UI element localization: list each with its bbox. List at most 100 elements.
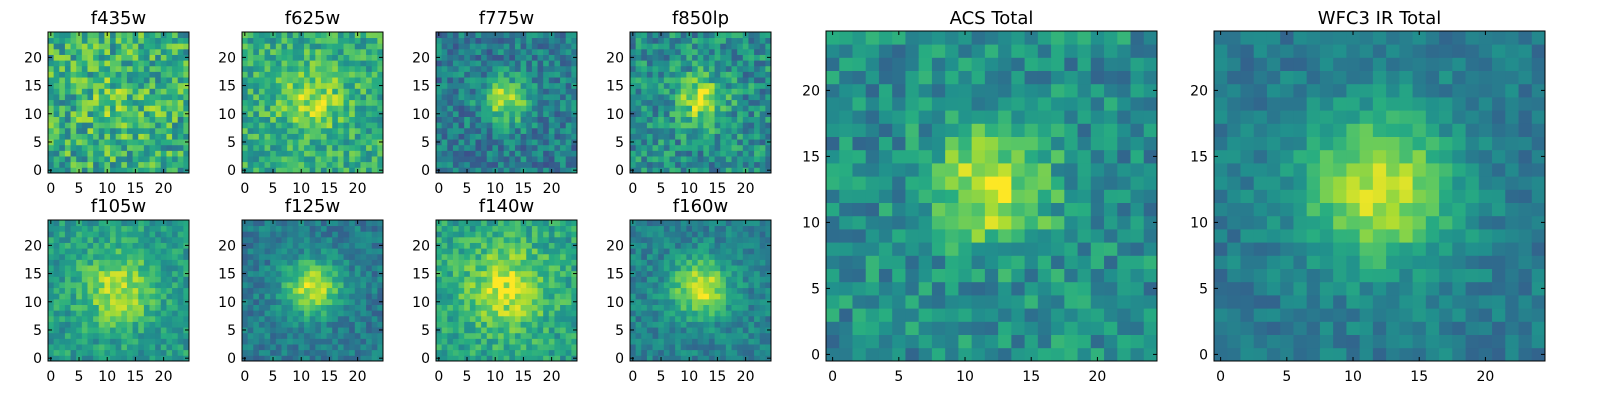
heatmap-cell [258,82,265,89]
heatmap-cell [166,37,173,44]
heatmap-cell [298,144,305,151]
heatmap-cell [177,43,184,50]
heatmap-cell [754,150,761,157]
heatmap-cell [104,43,111,50]
heatmap-cell [675,43,682,50]
heatmap-cell [87,270,94,277]
heatmap-cell [320,355,327,362]
heatmap-cell [714,332,721,339]
heatmap-cell [641,139,648,146]
heatmap-cell [526,276,533,283]
heatmap-cell [59,270,66,277]
heatmap-cell [337,43,344,50]
heatmap-cell [81,338,88,345]
heatmap-cell [641,65,648,72]
heatmap-cell [537,94,544,101]
heatmap-cell [53,54,60,61]
heatmap-cell [115,276,122,283]
x-tick-label: 20 [543,369,561,385]
heatmap-cell [360,220,367,227]
heatmap-cell [537,236,544,243]
heatmap-cell [565,54,572,61]
y-tick-label: 15 [24,267,42,283]
heatmap-cell [754,144,761,151]
heatmap-grid [48,32,190,174]
heatmap-cell [166,282,173,289]
heatmap-cell [320,310,327,317]
heatmap-cell [737,332,744,339]
heatmap-cell [371,253,378,260]
heatmap-cell [571,332,578,339]
heatmap-cell [520,344,527,351]
heatmap-cell [87,293,94,300]
heatmap-cell [658,144,665,151]
heatmap-cell [686,293,693,300]
heatmap-cell [371,71,378,78]
heatmap-cell [87,116,94,123]
heatmap-cell [520,139,527,146]
heatmap-cell [59,71,66,78]
heatmap-cell [498,88,505,95]
heatmap-cell [509,310,516,317]
heatmap-cell [366,253,373,260]
heatmap-cell [571,265,578,272]
heatmap-cell [258,253,265,260]
heatmap-cell [703,122,710,129]
heatmap-cell [669,310,676,317]
y-tick-label: 10 [218,107,236,123]
heatmap-cell [48,236,55,243]
heatmap-cell [177,116,184,123]
heatmap-cell [360,105,367,112]
heatmap-cell [292,253,299,260]
heatmap-cell [452,270,459,277]
heatmap-cell [247,94,254,101]
heatmap-cell [287,270,294,277]
heatmap-cell [646,37,653,44]
heatmap-cell [104,139,111,146]
heatmap-cell [132,282,139,289]
heatmap-cell [748,344,755,351]
heatmap-cell [486,231,493,238]
heatmap-cell [132,94,139,101]
plot-frame [241,31,384,174]
heatmap-cell [526,298,533,305]
heatmap-cell [337,77,344,84]
heatmap-cell [514,127,521,134]
heatmap-cell [680,338,687,345]
heatmap-cell [360,139,367,146]
heatmap-cell [126,32,133,39]
heatmap-cell [275,144,282,151]
heatmap-cell [287,54,294,61]
heatmap-cell [520,242,527,249]
heatmap-cell [138,282,145,289]
heatmap-cell [292,225,299,232]
heatmap-cell [53,122,60,129]
heatmap-cell [275,242,282,249]
heatmap-cell [121,150,128,157]
heatmap-cell [503,276,510,283]
heatmap-cell [98,167,105,174]
heatmap-cell [298,54,305,61]
heatmap-cell [298,315,305,322]
heatmap-cell [630,88,637,95]
heatmap-cell [565,139,572,146]
heatmap-cell [64,144,71,151]
heatmap-cell [64,82,71,89]
heatmap-cell [565,156,572,163]
heatmap-cell [160,71,167,78]
heatmap-cell [183,304,190,311]
heatmap-cell [565,231,572,238]
heatmap-cell [64,344,71,351]
heatmap-cell [93,282,100,289]
heatmap-cell [76,225,83,232]
heatmap-cell [669,105,676,112]
heatmap-cell [548,242,555,249]
heatmap-cell [526,139,533,146]
heatmap-cell [486,265,493,272]
heatmap-cell [172,282,179,289]
heatmap-cell [183,310,190,317]
heatmap-cell [343,265,350,272]
heatmap-cell [287,133,294,140]
heatmap-cell [366,259,373,266]
heatmap-cell [469,276,476,283]
